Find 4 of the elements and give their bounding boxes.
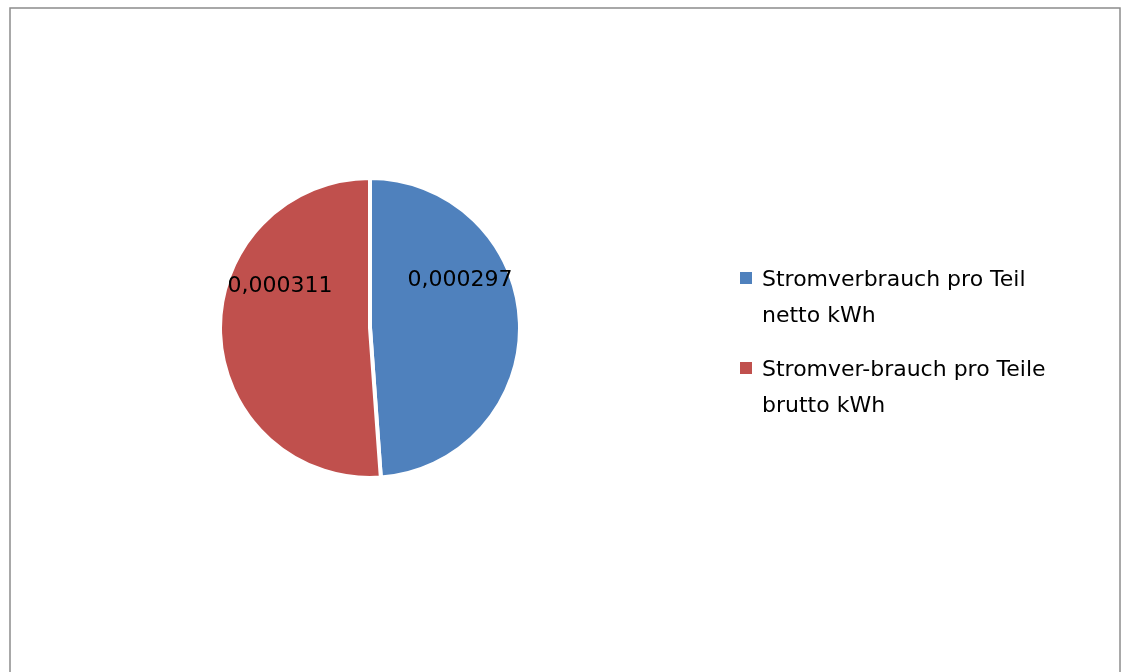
legend-label: Stromver-brauch pro Teile brutto kWh [762,356,1046,417]
data-label: 0,000311 [227,272,333,298]
data-label: 0,000297 [407,265,513,291]
legend-label: Stromverbrauch pro Teil netto kWh [762,266,1026,327]
